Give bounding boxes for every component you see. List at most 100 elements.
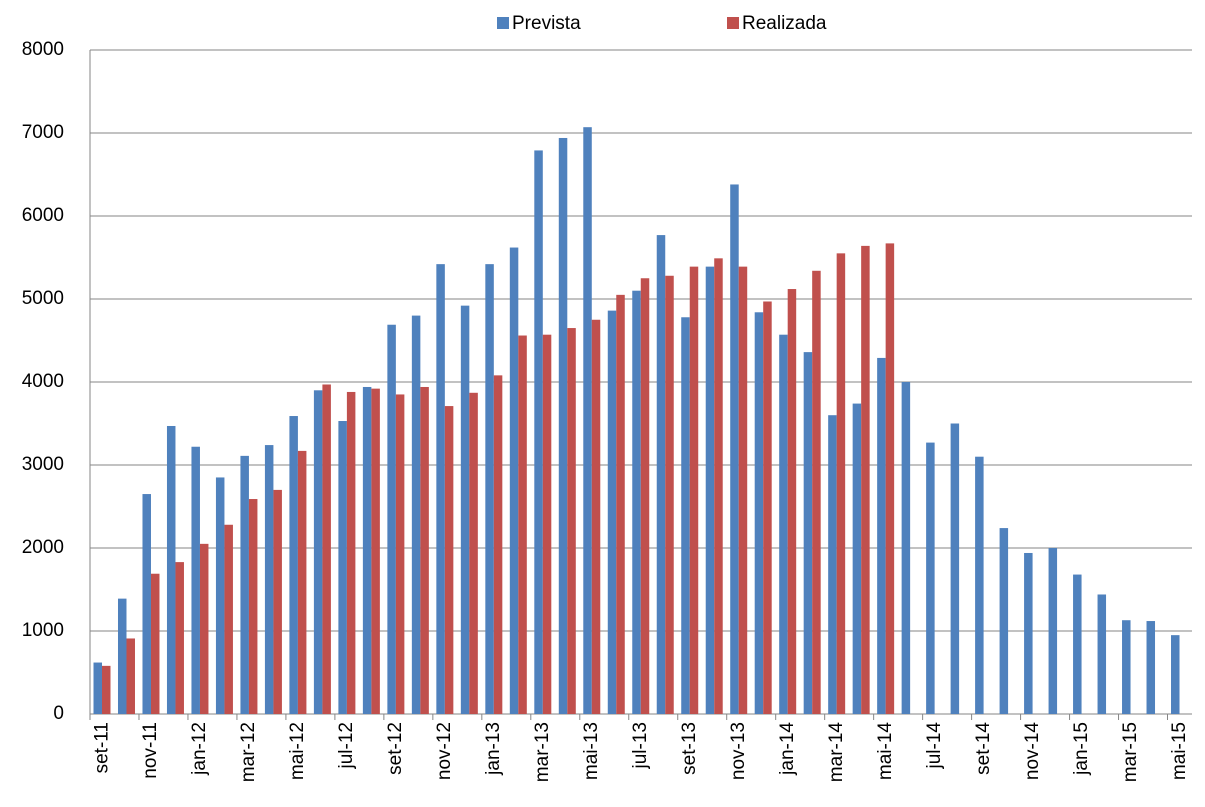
x-tick-label: mai-15 [1169, 722, 1190, 780]
bar [828, 415, 837, 714]
bar [689, 266, 699, 714]
bar [460, 305, 470, 714]
x-tick-label: nov-12 [434, 722, 455, 780]
bar [877, 357, 886, 714]
bar [420, 386, 429, 714]
bar [885, 243, 895, 714]
x-tick-label: mar-15 [1120, 722, 1141, 782]
bar [616, 294, 625, 714]
bar [738, 266, 748, 714]
x-tick-label: jul-13 [630, 722, 651, 769]
bar [215, 477, 225, 714]
bar [273, 489, 282, 714]
bar [224, 524, 233, 714]
bar [705, 266, 715, 714]
x-tick-label: set-11 [91, 722, 112, 773]
bar [248, 499, 258, 714]
bar [338, 421, 347, 714]
y-tick-label: 4000 [22, 371, 64, 392]
bar [1146, 621, 1156, 714]
bar [950, 423, 960, 714]
x-tick-label: jan-12 [189, 722, 210, 776]
bar [518, 335, 527, 714]
bar [926, 442, 935, 714]
bar [836, 253, 846, 714]
x-tick-label: mar-14 [826, 722, 847, 783]
x-tick-label: jan-14 [777, 722, 798, 776]
bar [297, 450, 307, 714]
bar [1048, 548, 1058, 714]
y-tick-label: 7000 [22, 122, 64, 143]
bar [346, 391, 356, 714]
bar [812, 270, 821, 714]
bar [583, 127, 592, 714]
bar [150, 573, 160, 714]
bar [665, 275, 674, 714]
x-tick-label: mai-14 [875, 722, 896, 781]
bar [436, 264, 445, 714]
bar [362, 386, 372, 714]
bar [166, 425, 176, 714]
x-tick-label: set-12 [385, 722, 406, 775]
legend-swatch [727, 17, 739, 29]
bar [803, 352, 813, 714]
bar [509, 247, 519, 715]
bar [199, 543, 209, 714]
bar [485, 264, 494, 714]
bar [102, 665, 111, 714]
bar [779, 334, 788, 714]
legend-label: Prevista [512, 13, 581, 34]
bar [754, 312, 764, 714]
bar [681, 317, 690, 714]
bar [632, 290, 641, 714]
bar [313, 390, 323, 714]
x-tick-label: mai-12 [287, 722, 308, 780]
bar [387, 324, 396, 714]
bar [852, 403, 862, 714]
bar [175, 562, 184, 714]
x-tick-label: set-14 [973, 722, 994, 775]
y-tick-label: 1000 [22, 620, 64, 641]
bar [861, 245, 870, 714]
bar [1073, 574, 1082, 714]
bar [264, 445, 274, 714]
bar [469, 392, 478, 714]
bar [493, 375, 503, 714]
y-tick-label: 3000 [22, 454, 64, 475]
y-tick-label: 5000 [22, 288, 64, 309]
legend-swatch [497, 17, 509, 29]
bar [117, 598, 127, 714]
bar [142, 494, 151, 714]
x-tick-label: jul-12 [336, 722, 357, 769]
bar [1097, 594, 1107, 714]
bar [901, 382, 911, 714]
x-tick-label: nov-11 [140, 722, 161, 779]
legend-label: Realizada [742, 13, 827, 34]
x-tick-label: jan-13 [483, 722, 504, 776]
x-tick-label: mar-12 [238, 722, 259, 782]
bar [714, 258, 723, 714]
x-tick-label: nov-14 [1022, 722, 1043, 781]
bar [975, 456, 984, 714]
bar [542, 334, 552, 714]
bar [411, 315, 421, 714]
y-tick-label: 2000 [22, 537, 64, 558]
bar [567, 328, 576, 714]
bar [444, 406, 454, 714]
bar [591, 319, 601, 714]
bar [640, 278, 650, 714]
bar [1024, 552, 1033, 714]
bar [371, 388, 380, 714]
x-tick-label: mai-13 [581, 722, 602, 780]
x-tick-label: nov-13 [728, 722, 749, 780]
bar [93, 662, 102, 714]
bar [763, 301, 772, 714]
bar [1122, 620, 1131, 714]
bar [395, 394, 405, 714]
x-tick-label: set-13 [679, 722, 700, 775]
bar [126, 638, 135, 714]
bar [730, 184, 739, 714]
bar [322, 384, 331, 714]
x-tick-label: mar-13 [532, 722, 553, 782]
